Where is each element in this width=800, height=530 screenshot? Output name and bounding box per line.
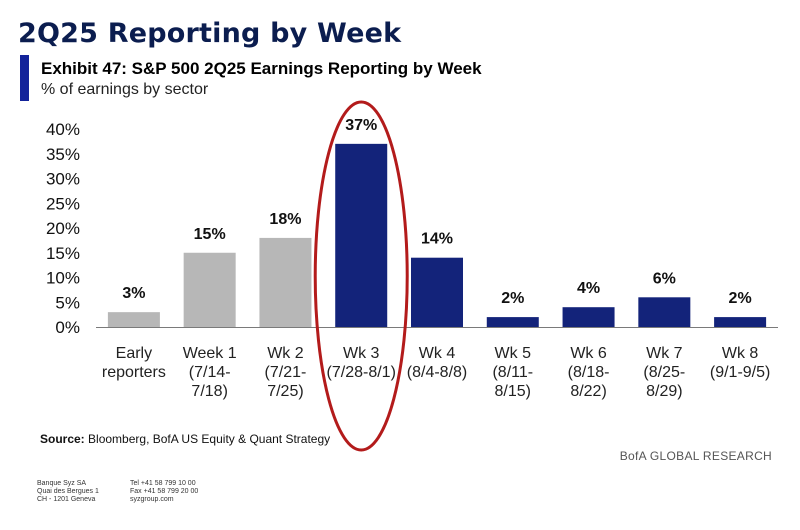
bar	[335, 143, 388, 327]
data-label: 14%	[421, 231, 453, 248]
source-label: Source:	[40, 432, 85, 446]
source-note: Source: Bloomberg, BofA US Equity & Quan…	[40, 432, 330, 446]
page-title: 2Q25 Reporting by Week	[18, 18, 402, 49]
data-label: 4%	[577, 280, 600, 297]
x-tick-label: Wk 6 (8/18-8/22)	[568, 345, 610, 400]
footer-line: syzgroup.com	[130, 496, 174, 503]
x-tick-label: Week 1 (7/14-7/18)	[183, 345, 237, 400]
footer-line: CH - 1201 Geneva	[37, 496, 96, 503]
footer-line: Fax +41 58 799 20 00	[130, 488, 199, 495]
y-tick-label: 35%	[46, 145, 80, 164]
bar	[714, 317, 767, 327]
bar	[183, 252, 236, 327]
data-label: 37%	[345, 117, 377, 134]
footer-address: Banque Syz SA Quai des Bergues 1 CH - 12…	[37, 480, 99, 504]
accent-bar	[20, 55, 29, 101]
x-tick-label: Wk 8 (9/1-9/5)	[710, 345, 770, 381]
bar	[411, 257, 463, 327]
data-label: 3%	[122, 285, 145, 302]
bar	[562, 307, 615, 327]
highlight-ellipse	[313, 100, 409, 452]
x-tick-label: Wk 3 (7/28-8/1)	[327, 345, 396, 381]
data-label: 15%	[194, 226, 226, 243]
y-tick-label: 15%	[46, 244, 80, 263]
footer-line: Tel +41 58 799 10 00	[130, 480, 196, 487]
exhibit-subtitle: % of earnings by sector	[41, 81, 209, 98]
y-tick-label: 20%	[46, 219, 80, 238]
y-tick-label: 40%	[46, 120, 80, 139]
footer-line: Quai des Bergues 1	[37, 488, 99, 495]
x-tick-label: Early reporters	[102, 345, 166, 381]
bar	[107, 312, 160, 327]
y-tick-label: 0%	[55, 318, 80, 337]
data-label: 2%	[729, 290, 752, 307]
footer-contact: Tel +41 58 799 10 00 Fax +41 58 799 20 0…	[130, 480, 198, 504]
data-label: 2%	[501, 290, 524, 307]
x-tick-label: Wk 4 (8/4-8/8)	[407, 345, 467, 381]
x-tick-label: Wk 7 (8/25-8/29)	[643, 345, 685, 400]
exhibit-title: Exhibit 47: S&P 500 2Q25 Earnings Report…	[41, 59, 482, 78]
bar	[638, 297, 691, 327]
bar-chart: 0% 5% 10% 15% 20% 25% 30% 35% 40% 3% Early reporter…	[46, 100, 778, 452]
y-tick-label: 5%	[55, 293, 80, 312]
x-tick-label: Wk 5 (8/11-8/15)	[492, 345, 533, 400]
bar	[259, 237, 312, 327]
bar	[486, 317, 539, 327]
y-tick-label: 30%	[46, 170, 80, 189]
y-tick-label: 25%	[46, 194, 80, 213]
brand-label: BofA GLOBAL RESEARCH	[619, 449, 772, 463]
source-text: Bloomberg, BofA US Equity & Quant Strate…	[88, 432, 331, 446]
data-label: 18%	[269, 211, 301, 228]
y-tick-label: 10%	[46, 269, 80, 288]
x-tick-label: Wk 2 (7/21-7/25)	[265, 345, 307, 400]
data-label: 6%	[653, 270, 676, 287]
footer-line: Banque Syz SA	[37, 480, 87, 487]
